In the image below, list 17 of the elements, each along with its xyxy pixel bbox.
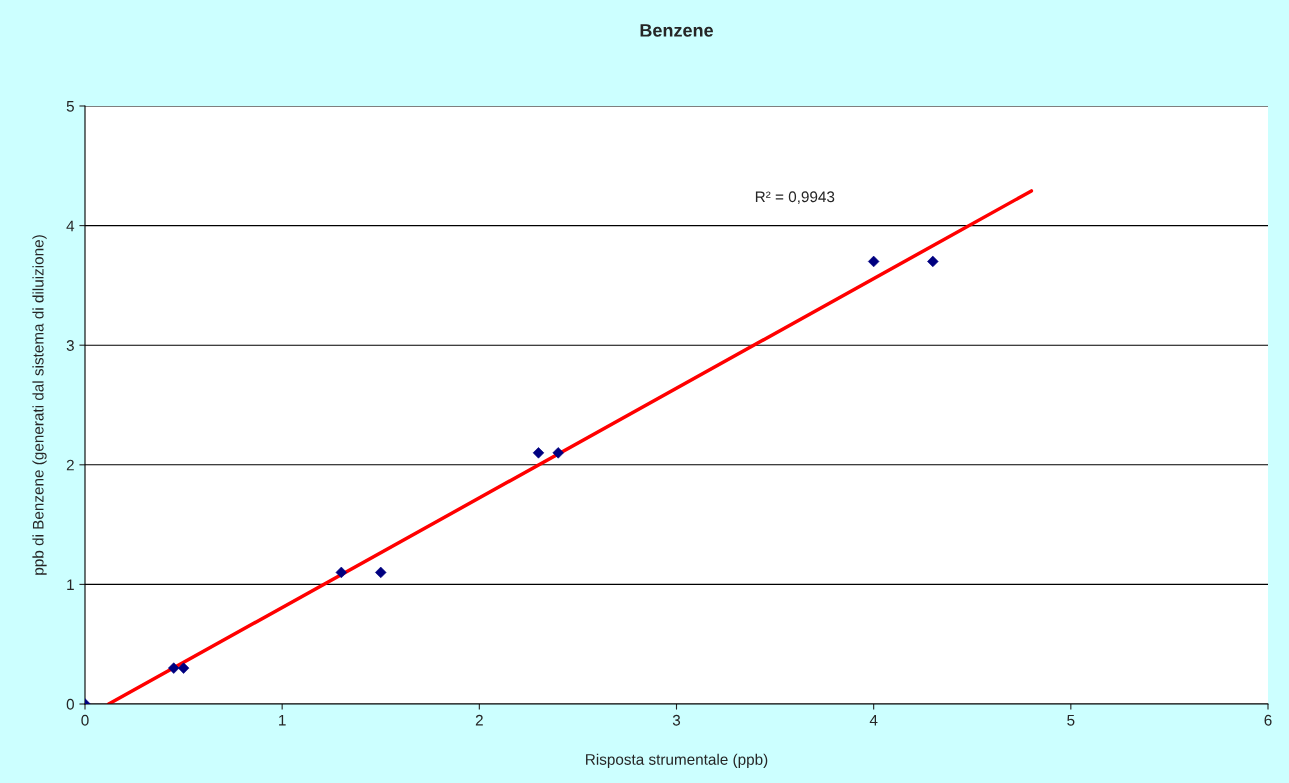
x-tick-label: 2 bbox=[475, 714, 483, 726]
y-tick-label: 2 bbox=[66, 459, 74, 471]
x-tick-label: 3 bbox=[672, 714, 681, 726]
x-tick-label: 0 bbox=[81, 714, 89, 726]
annotation: R² = 0,9943 bbox=[755, 191, 835, 204]
x-axis-title: Risposta strumentale (ppb) bbox=[586, 753, 768, 768]
x-tick-label: 5 bbox=[1067, 714, 1075, 726]
y-tick-label: 0 bbox=[66, 698, 74, 710]
y-axis-title: ppb di Benzene (generati dal sistema di diluizione) bbox=[32, 235, 47, 575]
x-tick-label: 1 bbox=[279, 714, 286, 726]
y-tick-label: 4 bbox=[66, 220, 75, 232]
x-tick-label: 4 bbox=[869, 714, 878, 726]
y-tick-label: 5 bbox=[66, 101, 74, 112]
y-tick-label: 1 bbox=[67, 579, 74, 590]
y-tick-label: 3 bbox=[66, 340, 74, 351]
x-tick-label: 6 bbox=[1264, 714, 1272, 726]
chart-title: Benzene bbox=[640, 24, 714, 37]
